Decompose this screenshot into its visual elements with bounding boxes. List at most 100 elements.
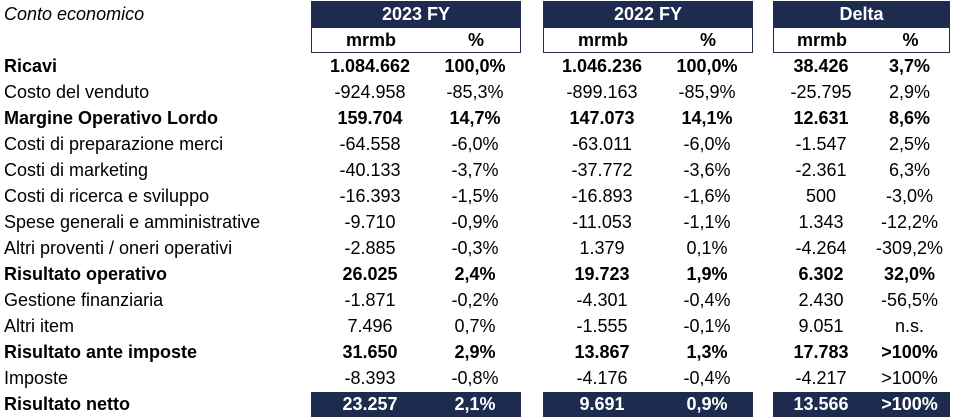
cell-amount: -25.795 xyxy=(790,82,852,102)
cell-pct: -3,0% xyxy=(885,186,934,206)
row-label: Margine Operativo Lordo xyxy=(4,108,219,128)
cell-pct: 100,0% xyxy=(676,56,738,76)
table-row: Ricavi 1.084.662 100,0% 1.046.236 100,0% 38.4… xyxy=(0,53,953,79)
cell-amount: 13.867 xyxy=(574,342,630,362)
cell-amount: -40.133 xyxy=(339,160,401,180)
cell-pct: -0,1% xyxy=(683,316,731,336)
header-2023: 2023 FY xyxy=(311,1,521,27)
cell-pct: 2,5% xyxy=(888,134,931,154)
header-2022: 2022 FY xyxy=(543,1,753,27)
cell-amount: -37.772 xyxy=(571,160,633,180)
cell-amount: -2.361 xyxy=(795,160,847,180)
cell-pct: 6,3% xyxy=(888,160,931,180)
cell-amount: -4.301 xyxy=(576,290,628,310)
cell-amount: -1.547 xyxy=(795,134,847,154)
table-row: Risultato netto 23.257 2,1% 9.691 0,9% 13.566… xyxy=(0,391,953,417)
cell-amount: -924.958 xyxy=(334,82,406,102)
cell-pct: >100% xyxy=(881,342,938,362)
cell-amount: -1.871 xyxy=(344,290,396,310)
cell-amount: -1.555 xyxy=(576,316,628,336)
cell-pct: 0,1% xyxy=(686,238,728,258)
cell-pct: -3,7% xyxy=(451,160,499,180)
table-row: Altri proventi / oneri operativi -2.885 -0… xyxy=(0,235,953,261)
cell-pct: -1,1% xyxy=(683,212,731,232)
row-label: Costi di marketing xyxy=(4,160,149,180)
row-label: Risultato ante imposte xyxy=(4,342,198,362)
cell-pct: 14,1% xyxy=(681,108,733,128)
cell-amount: 17.783 xyxy=(793,342,849,362)
row-label: Spese generali e amministrative xyxy=(4,212,261,232)
cell-amount: -8.393 xyxy=(344,368,396,388)
cell-amount: -899.163 xyxy=(566,82,638,102)
cell-amount: -63.011 xyxy=(572,134,632,154)
cell-pct: -0,9% xyxy=(451,212,499,232)
subheader-2023: mrmb % xyxy=(311,27,521,53)
row-label: Costi di ricerca e sviluppo xyxy=(4,186,210,206)
table-row: Costi di preparazione merci -64.558 -6,0% -… xyxy=(0,131,953,157)
cell-amount: -11.053 xyxy=(572,212,632,232)
cell-amount: 12.631 xyxy=(793,108,849,128)
total-band-2022 xyxy=(543,392,753,417)
cell-pct: n.s. xyxy=(894,316,924,336)
row-label: Risultato operativo xyxy=(4,264,168,284)
cell-amount: 1.379 xyxy=(579,238,625,258)
cell-amount: -16.393 xyxy=(339,186,401,206)
row-label: Imposte xyxy=(4,368,69,388)
cell-amount: 6.302 xyxy=(798,264,844,284)
cell-pct: -0,4% xyxy=(683,368,731,388)
cell-pct: >100% xyxy=(881,368,938,388)
table-row: Costi di marketing -40.133 -3,7% -37.772 -3,… xyxy=(0,157,953,183)
subheader-2022: mrmb % xyxy=(543,27,753,53)
row-label: Risultato netto xyxy=(4,394,130,414)
row-label: Gestione finanziaria xyxy=(4,290,164,310)
cell-amount: 38.426 xyxy=(793,56,849,76)
subheader-amount: mrmb xyxy=(345,30,396,50)
table-row: Gestione finanziaria -1.871 -0,2% -4.301 -0,… xyxy=(0,287,953,313)
cell-amount: 7.496 xyxy=(347,316,393,336)
subheader-delta: mrmb % xyxy=(773,27,950,53)
cell-pct: -6,0% xyxy=(451,134,499,154)
row-label: Costi di preparazione merci xyxy=(4,134,224,154)
cell-pct: -3,6% xyxy=(683,160,731,180)
cell-amount: 9.051 xyxy=(798,316,844,336)
total-band-delta xyxy=(773,392,950,417)
cell-pct: -0,8% xyxy=(451,368,499,388)
cell-amount: 147.073 xyxy=(569,108,635,128)
cell-pct: -1,6% xyxy=(683,186,731,206)
subheader-amount: mrmb xyxy=(577,30,628,50)
table-row: Risultato ante imposte 31.650 2,9% 13.867 1,… xyxy=(0,339,953,365)
cell-amount: -4.264 xyxy=(795,238,847,258)
cell-pct: -0,4% xyxy=(683,290,731,310)
cell-pct: -12,2% xyxy=(880,212,939,232)
cell-amount: 2.430 xyxy=(798,290,844,310)
table-row: Altri item 7.496 0,7% -1.555 -0,1% 9.051 n.s. xyxy=(0,313,953,339)
cell-pct: -85,9% xyxy=(678,82,736,102)
cell-pct: 2,1% xyxy=(454,394,496,414)
cell-amount: 1.343 xyxy=(798,212,844,232)
subheader-amount: mrmb xyxy=(796,30,847,50)
cell-pct: -0,3% xyxy=(451,238,499,258)
cell-pct: -309,2% xyxy=(875,238,944,258)
cell-pct: 100,0% xyxy=(444,56,506,76)
subheader-pct: % xyxy=(699,30,716,50)
cell-amount: 13.566 xyxy=(793,394,849,414)
cell-pct: 0,7% xyxy=(454,316,496,336)
cell-amount: 500 xyxy=(805,186,837,206)
cell-pct: 2,9% xyxy=(888,82,931,102)
subheader-pct: % xyxy=(902,30,919,50)
cell-pct: -56,5% xyxy=(880,290,939,310)
cell-amount: 23.257 xyxy=(342,394,398,414)
cell-pct: 1,9% xyxy=(686,264,728,284)
table-row: Imposte -8.393 -0,8% -4.176 -0,4% -4.217 >100% xyxy=(0,365,953,391)
cell-pct: >100% xyxy=(881,394,938,414)
table-title: Conto economico xyxy=(4,4,145,24)
cell-amount: -16.893 xyxy=(571,186,633,206)
cell-pct: -1,5% xyxy=(451,186,499,206)
cell-amount: 1.084.662 xyxy=(329,56,411,76)
header-delta: Delta xyxy=(773,1,950,27)
cell-pct: -0,2% xyxy=(451,290,499,310)
table-row: Costi di ricerca e sviluppo -16.393 -1,5% -… xyxy=(0,183,953,209)
subheader-pct: % xyxy=(467,30,484,50)
cell-pct: -85,3% xyxy=(446,82,504,102)
cell-amount: 9.691 xyxy=(579,394,625,414)
